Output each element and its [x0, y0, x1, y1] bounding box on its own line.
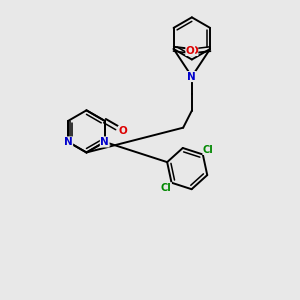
Text: O: O — [186, 46, 195, 56]
Text: Cl: Cl — [161, 183, 172, 193]
Text: N: N — [64, 137, 73, 147]
Text: O: O — [189, 46, 198, 56]
Text: N: N — [100, 137, 109, 147]
Text: N: N — [188, 71, 196, 82]
Text: Cl: Cl — [203, 145, 214, 154]
Text: O: O — [118, 126, 127, 136]
